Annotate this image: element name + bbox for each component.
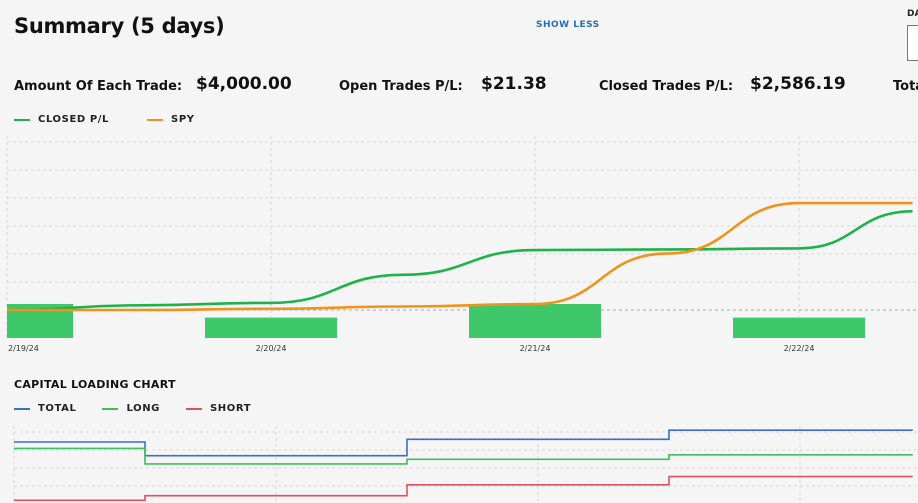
capital-loading-title: CAPITAL LOADING CHART (14, 378, 176, 391)
stat-value: $21.38 (481, 74, 547, 94)
show-less-link[interactable]: SHOW LESS (536, 20, 600, 30)
capital-loading-chart (13, 426, 918, 503)
stat-label: Closed Trades P/L: (599, 79, 734, 94)
series-line-long (14, 447, 913, 465)
legend-swatch (14, 118, 30, 121)
bar-1 (205, 317, 337, 338)
legend-swatch (102, 407, 119, 410)
stat-closed-trades-pl: Closed Trades P/L: $2,586.19 (599, 74, 846, 94)
stat-label: Tota (893, 79, 918, 94)
legend-closed-pl[interactable]: CLOSED P/L (14, 114, 109, 125)
legend-long[interactable]: LONG (102, 403, 160, 414)
pl-legend: CLOSED P/L SPY (14, 114, 195, 125)
x-tick-label: 2/22/24 (784, 344, 815, 353)
stat-total: Tota (893, 75, 918, 94)
stat-value: $4,000.00 (196, 74, 292, 94)
legend-swatch (185, 407, 202, 410)
legend-short[interactable]: SHORT (185, 403, 252, 414)
series-line-closed-p-l (6, 210, 913, 312)
page-title: Summary (5 days) (14, 14, 225, 38)
x-tick-label: 2/21/24 (520, 344, 551, 353)
bar-3 (733, 317, 865, 338)
date-field-label: DA (907, 9, 918, 19)
legend-label: CLOSED P/L (38, 114, 110, 125)
series-line-total (14, 429, 913, 457)
x-tick-label: 2/19/24 (8, 344, 39, 353)
legend-label: TOTAL (38, 403, 77, 414)
legend-swatch (147, 118, 164, 121)
stat-open-trades-pl: Open Trades P/L: $21.38 (339, 74, 547, 94)
legend-label: SPY (171, 114, 195, 125)
stat-value: $2,586.19 (750, 74, 846, 94)
legend-spy[interactable]: SPY (147, 114, 195, 125)
legend-label: LONG (126, 403, 160, 414)
series-line-spy (7, 201, 913, 312)
bar-2 (469, 304, 601, 338)
legend-label: SHORT (209, 403, 252, 414)
legend-total[interactable]: TOTAL (14, 403, 76, 414)
stat-amount-each-trade: Amount Of Each Trade: $4,000.00 (14, 74, 292, 94)
pl-chart: 2/19/24 2/20/24 2/21/24 2/22/24 (6, 136, 918, 353)
stat-label: Amount Of Each Trade: (14, 79, 183, 94)
x-tick-label: 2/20/24 (256, 344, 287, 353)
stat-label: Open Trades P/L: (339, 79, 463, 94)
legend-swatch (14, 407, 30, 410)
capital-legend: TOTAL LONG SHORT (14, 403, 251, 414)
series-line-short (14, 475, 913, 502)
date-field-input[interactable] (907, 25, 918, 61)
